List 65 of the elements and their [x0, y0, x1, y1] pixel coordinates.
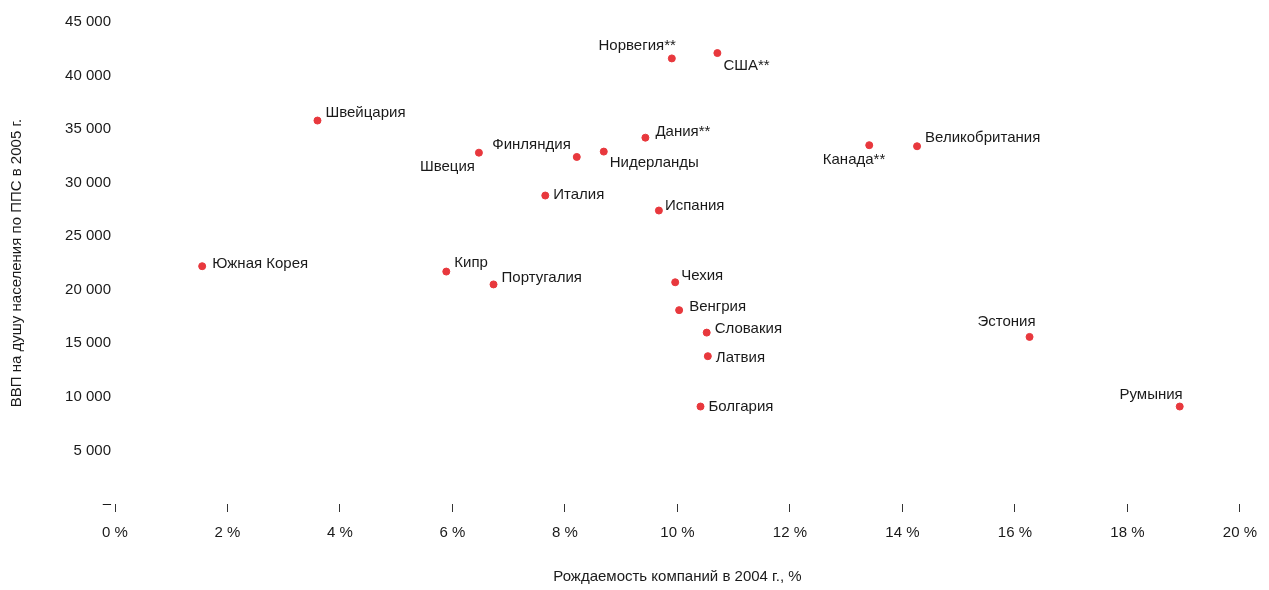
annotation: Португалия — [501, 267, 582, 285]
y-tick-label: 20 000 — [65, 279, 111, 297]
y-tick-label: 40 000 — [65, 65, 111, 83]
point — [702, 328, 711, 337]
y-tick-label: 15 000 — [65, 333, 111, 351]
annotation: США** — [723, 56, 770, 74]
annotation: Великобритания — [925, 128, 1041, 146]
point — [1025, 332, 1034, 341]
point — [572, 152, 581, 161]
y-tick-label: – — [102, 494, 112, 512]
x-tick-label: 10 % — [660, 523, 695, 541]
annotation: Эстония — [977, 312, 1036, 330]
annotation: Швейцария — [325, 102, 406, 120]
annotation: Нидерланды — [609, 152, 699, 170]
x-axis-title: Рождаемость компаний в 2004 г., % — [553, 567, 802, 585]
point — [671, 278, 680, 287]
annotation: Дания** — [655, 121, 711, 139]
x-tick-label: 20 % — [1222, 523, 1258, 541]
annotation: Румыния — [1119, 384, 1183, 402]
x-tick-label: 16 % — [997, 523, 1033, 541]
y-tick-label: 30 000 — [65, 172, 111, 190]
point — [442, 267, 451, 276]
y-tick-label: 25 000 — [65, 226, 111, 244]
point — [313, 116, 322, 125]
annotation: Швеция — [419, 156, 475, 174]
x-tick-label: 8 % — [552, 523, 578, 541]
point — [541, 191, 550, 200]
point — [913, 142, 922, 151]
point — [865, 141, 874, 150]
point — [599, 147, 608, 156]
annotation: Финляндия — [492, 135, 571, 153]
point — [641, 133, 650, 142]
y-axis-title: ВВП на душу населения по ППС в 2005 г. — [7, 118, 25, 408]
annotation: Словакия — [714, 318, 783, 336]
x-tick-label: 0 % — [102, 523, 128, 541]
annotation: Норвегия** — [598, 35, 676, 53]
point — [198, 262, 207, 271]
y-tick-label: 45 000 — [65, 12, 111, 30]
x-tick-label: 4 % — [327, 523, 353, 541]
x-tick-label: 6 % — [439, 523, 466, 541]
annotation: Болгария — [708, 396, 774, 414]
annotation: Кипр — [454, 252, 488, 270]
point — [474, 148, 483, 157]
annotation: Италия — [553, 184, 605, 202]
x-tick-label: 18 % — [1110, 523, 1145, 541]
point — [667, 54, 676, 63]
point — [675, 306, 684, 315]
point — [696, 402, 705, 411]
annotation: Латвия — [715, 348, 766, 366]
annotation: Испания — [664, 195, 725, 213]
y-tick-label: 5 000 — [73, 440, 111, 458]
x-tick-label: 14 % — [885, 523, 920, 541]
annotation: Канада** — [822, 150, 886, 168]
point — [1175, 402, 1184, 411]
annotation: Венгрия — [689, 297, 747, 315]
x-tick-label: 2 % — [214, 523, 241, 541]
point — [654, 206, 663, 215]
annotation: Южная Корея — [212, 254, 309, 272]
y-tick-label: 35 000 — [65, 119, 111, 137]
annotation: Чехия — [681, 266, 724, 284]
point — [703, 352, 712, 361]
point — [489, 280, 498, 289]
x-tick-label: 12 % — [772, 523, 808, 541]
point — [713, 49, 722, 58]
y-tick-label: 10 000 — [65, 387, 111, 405]
